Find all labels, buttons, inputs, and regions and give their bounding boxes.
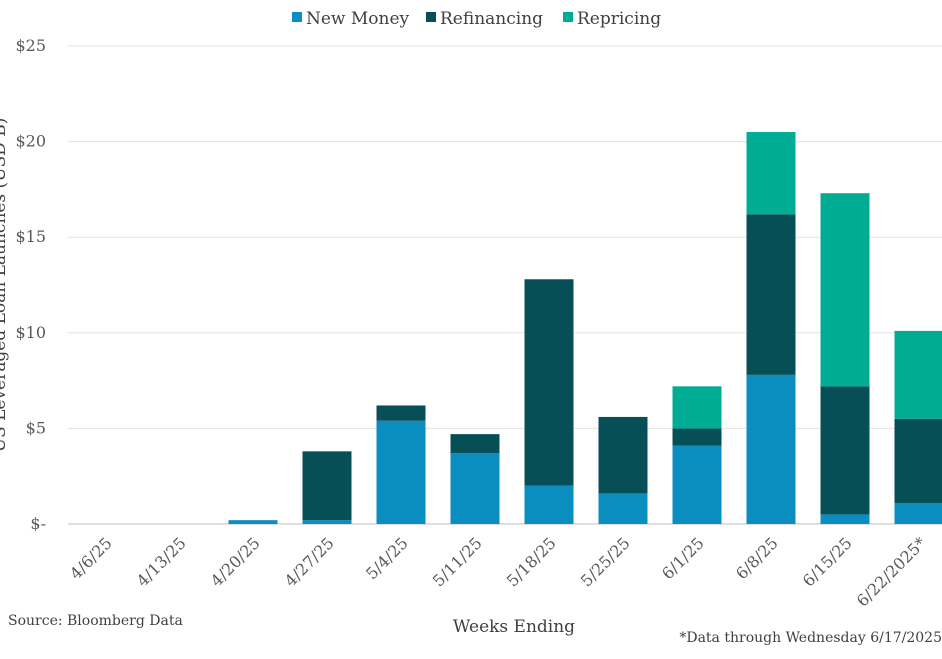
gridlines xyxy=(68,45,942,525)
bar-new-money xyxy=(894,502,942,524)
bar-repricing xyxy=(820,193,870,387)
x-tick-label: 6/22/2025* xyxy=(853,533,930,610)
y-axis-title: US Leveraged Loan Launches (USD B) xyxy=(0,118,10,453)
y-tick-label: $20 xyxy=(15,132,46,151)
bar-new-money xyxy=(302,520,352,524)
legend-label: Repricing xyxy=(577,9,661,29)
x-tick-label: 5/11/25 xyxy=(429,533,486,590)
y-tick-label: $- xyxy=(30,514,46,533)
x-tick-label: 4/13/25 xyxy=(133,533,190,590)
bar-refinancing xyxy=(820,386,870,515)
y-axis-ticks: $- $5 $10 $15 $20 $25 xyxy=(15,36,46,533)
x-axis-title: Weeks Ending xyxy=(453,617,575,637)
bar-new-money xyxy=(376,420,426,524)
bar-new-money xyxy=(228,520,278,524)
x-tick-label: 6/8/25 xyxy=(732,533,782,583)
bar-new-money xyxy=(598,493,648,524)
bar-refinancing xyxy=(376,405,426,421)
bar-new-money xyxy=(524,485,574,524)
legend-label: New Money xyxy=(306,9,410,29)
x-tick-label: 6/1/25 xyxy=(658,533,708,583)
x-tick-label: 5/18/25 xyxy=(503,533,560,590)
bar-new-money xyxy=(820,514,870,524)
source-note: Source: Bloomberg Data xyxy=(8,613,183,629)
x-tick-label: 5/4/25 xyxy=(362,533,412,583)
bar-refinancing xyxy=(524,279,574,486)
x-tick-label: 4/27/25 xyxy=(281,533,338,590)
x-axis-ticks: 4/6/25 4/13/25 4/20/25 4/27/25 5/4/25 5/11/25… xyxy=(66,533,930,610)
bar-refinancing xyxy=(302,451,352,521)
bar-refinancing xyxy=(672,428,722,446)
bar-refinancing xyxy=(598,416,648,494)
bar-new-money xyxy=(450,453,500,524)
legend-swatch xyxy=(292,12,302,22)
bar-refinancing xyxy=(746,214,796,375)
y-tick-label: $5 xyxy=(26,418,46,437)
x-tick-label: 4/6/25 xyxy=(66,533,116,583)
y-tick-label: $15 xyxy=(15,227,46,246)
y-tick-label: $10 xyxy=(15,323,46,342)
bar-repricing xyxy=(746,132,796,215)
x-tick-label: 4/20/25 xyxy=(207,533,264,590)
legend-swatch xyxy=(426,12,436,22)
x-tick-label: 6/15/25 xyxy=(799,533,856,590)
legend-label: Refinancing xyxy=(440,9,543,29)
bar-repricing xyxy=(894,330,942,419)
bar-new-money xyxy=(672,445,722,524)
bar-refinancing xyxy=(894,418,942,503)
y-tick-label: $25 xyxy=(15,36,46,55)
legend: New Money Refinancing Repricing xyxy=(292,9,661,29)
legend-swatch xyxy=(563,12,573,22)
bar-new-money xyxy=(746,374,796,524)
x-tick-label: 5/25/25 xyxy=(577,533,634,590)
bar-refinancing xyxy=(450,434,500,454)
bar-repricing xyxy=(672,386,722,429)
footnote: *Data through Wednesday 6/17/2025 xyxy=(679,630,942,646)
bars xyxy=(228,132,942,524)
